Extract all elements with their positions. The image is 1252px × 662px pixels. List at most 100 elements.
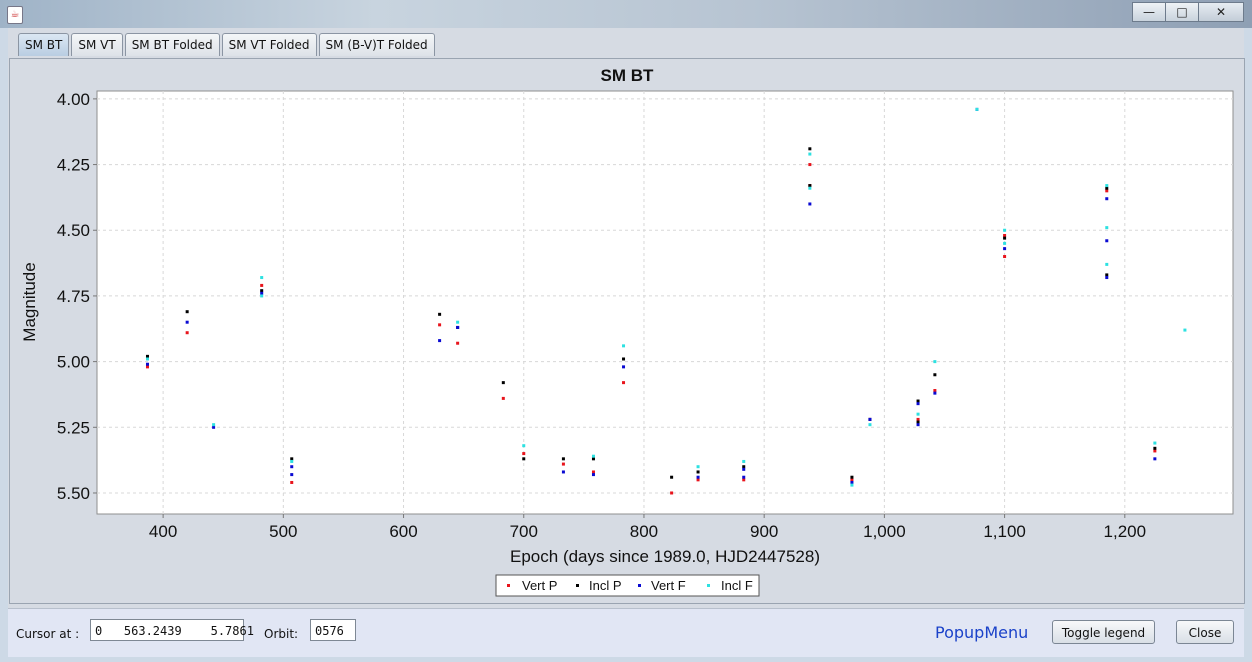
tab-sm-vt-folded[interactable]: SM VT Folded <box>221 33 317 56</box>
data-point-incl-p[interactable] <box>1105 186 1109 190</box>
data-point-incl-f[interactable] <box>456 320 460 324</box>
data-point-incl-p[interactable] <box>933 373 937 377</box>
data-point-incl-f[interactable] <box>1105 226 1109 230</box>
data-point-vert-p[interactable] <box>561 462 565 466</box>
data-point-vert-p[interactable] <box>591 470 595 474</box>
data-point-incl-p[interactable] <box>622 357 626 361</box>
data-point-incl-f[interactable] <box>696 465 700 469</box>
data-point-vert-f[interactable] <box>260 291 264 295</box>
data-point-vert-f[interactable] <box>1003 247 1007 251</box>
data-point-vert-f[interactable] <box>456 325 460 329</box>
toggle-legend-button[interactable]: Toggle legend <box>1052 620 1155 644</box>
data-point-vert-p[interactable] <box>1105 189 1109 193</box>
data-point-vert-f[interactable] <box>1105 197 1109 201</box>
data-point-incl-p[interactable] <box>916 399 920 403</box>
data-point-incl-f[interactable] <box>290 459 294 463</box>
data-point-vert-f[interactable] <box>290 465 294 469</box>
data-point-vert-p[interactable] <box>145 365 149 369</box>
data-point-vert-p[interactable] <box>696 478 700 482</box>
data-point-incl-f[interactable] <box>916 412 920 416</box>
data-point-vert-p[interactable] <box>522 452 526 456</box>
tab-sm-b-v-t-folded[interactable]: SM (B-V)T Folded <box>318 33 435 56</box>
data-point-vert-p[interactable] <box>1153 449 1157 453</box>
data-point-vert-p[interactable] <box>456 341 460 345</box>
data-point-incl-f[interactable] <box>212 423 216 427</box>
data-point-incl-p[interactable] <box>916 420 920 424</box>
data-point-incl-p[interactable] <box>1003 236 1007 240</box>
data-point-vert-f[interactable] <box>916 402 920 406</box>
data-point-incl-f[interactable] <box>1153 441 1157 445</box>
data-point-vert-p[interactable] <box>622 381 626 385</box>
data-point-vert-f[interactable] <box>185 320 189 324</box>
data-point-incl-f[interactable] <box>808 186 812 190</box>
data-point-vert-p[interactable] <box>260 283 264 287</box>
data-point-incl-p[interactable] <box>808 184 812 188</box>
data-point-incl-f[interactable] <box>868 423 872 427</box>
data-point-vert-f[interactable] <box>933 391 937 395</box>
data-point-incl-f[interactable] <box>260 276 264 280</box>
data-point-vert-f[interactable] <box>1153 457 1157 461</box>
data-point-incl-f[interactable] <box>591 454 595 458</box>
data-point-incl-p[interactable] <box>290 457 294 461</box>
data-point-vert-f[interactable] <box>290 473 294 477</box>
data-point-vert-p[interactable] <box>916 417 920 421</box>
maximize-icon[interactable]: □ <box>1165 2 1199 22</box>
data-point-vert-p[interactable] <box>290 480 294 484</box>
data-point-vert-f[interactable] <box>212 425 216 429</box>
data-point-vert-p[interactable] <box>808 163 812 167</box>
data-point-vert-f[interactable] <box>622 365 626 369</box>
data-point-vert-p[interactable] <box>670 491 674 495</box>
data-point-vert-f[interactable] <box>850 480 854 484</box>
data-point-incl-f[interactable] <box>808 152 812 156</box>
data-point-incl-p[interactable] <box>260 289 264 293</box>
data-point-incl-p[interactable] <box>185 310 189 314</box>
data-point-vert-p[interactable] <box>1003 255 1007 259</box>
data-point-incl-p[interactable] <box>850 475 854 479</box>
data-point-incl-p[interactable] <box>670 475 674 479</box>
tab-sm-bt-folded[interactable]: SM BT Folded <box>124 33 220 56</box>
close-icon[interactable]: ✕ <box>1198 2 1244 22</box>
data-point-incl-f[interactable] <box>1105 262 1109 266</box>
data-point-incl-p[interactable] <box>742 465 746 469</box>
data-point-vert-f[interactable] <box>1105 276 1109 280</box>
data-point-incl-p[interactable] <box>696 470 700 474</box>
data-point-incl-p[interactable] <box>522 457 526 461</box>
data-point-incl-p[interactable] <box>1105 273 1109 277</box>
data-point-vert-p[interactable] <box>850 478 854 482</box>
data-point-vert-f[interactable] <box>808 202 812 206</box>
cursor-field[interactable]: 0 563.2439 5.7861 <box>90 619 254 641</box>
minimize-icon[interactable]: — <box>1132 2 1166 22</box>
tab-sm-vt[interactable]: SM VT <box>71 33 123 56</box>
data-point-vert-p[interactable] <box>185 331 189 335</box>
data-point-incl-f[interactable] <box>850 483 854 487</box>
data-point-incl-f[interactable] <box>1105 184 1109 188</box>
data-point-incl-p[interactable] <box>808 147 812 151</box>
data-point-vert-f[interactable] <box>561 470 565 474</box>
data-point-incl-p[interactable] <box>591 457 595 461</box>
tab-sm-bt[interactable]: SM BT <box>18 33 70 56</box>
data-point-incl-f[interactable] <box>1183 328 1187 332</box>
data-point-incl-f[interactable] <box>1003 241 1007 245</box>
data-point-vert-f[interactable] <box>591 473 595 477</box>
data-point-vert-f[interactable] <box>742 467 746 471</box>
orbit-field[interactable]: 0576 <box>310 619 356 641</box>
data-point-incl-p[interactable] <box>1153 446 1157 450</box>
data-point-vert-p[interactable] <box>742 478 746 482</box>
data-point-vert-f[interactable] <box>742 475 746 479</box>
data-point-incl-f[interactable] <box>622 344 626 348</box>
data-point-incl-f[interactable] <box>742 459 746 463</box>
data-point-vert-f[interactable] <box>1105 239 1109 243</box>
java-cup-icon[interactable]: ☕ <box>7 6 23 24</box>
data-point-incl-f[interactable] <box>933 360 937 364</box>
data-point-vert-f[interactable] <box>696 475 700 479</box>
window-title-bar[interactable]: ☕ — □ ✕ <box>0 0 1252 28</box>
chart-legend[interactable]: Vert P Incl P Vert F Incl F <box>495 574 760 597</box>
data-point-vert-f[interactable] <box>438 339 442 343</box>
data-point-vert-p[interactable] <box>933 389 937 393</box>
close-button[interactable]: Close <box>1176 620 1234 644</box>
scatter-chart[interactable]: SM BT 400 500 600 700 800 900 1,000 1,100 1,2004… <box>10 59 1244 603</box>
data-point-incl-f[interactable] <box>145 357 149 361</box>
plot-area[interactable] <box>96 90 1234 515</box>
data-point-incl-f[interactable] <box>522 444 526 448</box>
data-point-incl-f[interactable] <box>1003 228 1007 232</box>
